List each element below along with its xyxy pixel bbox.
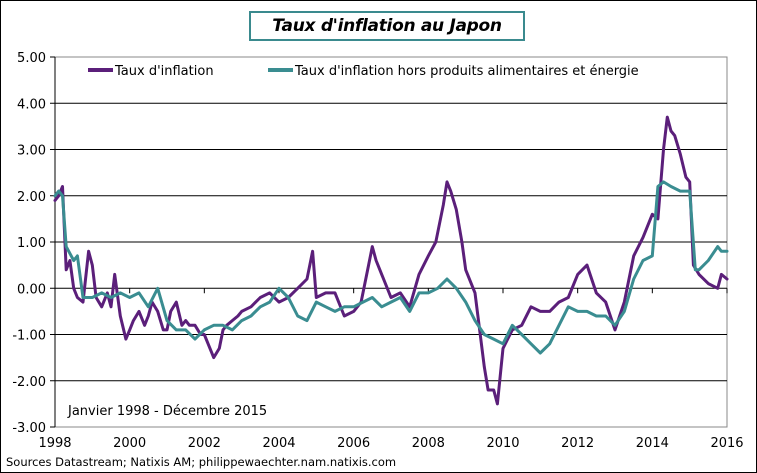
period-annotation: Janvier 1998 - Décembre 2015 (67, 404, 267, 419)
y-tick-label: 1.00 (17, 236, 46, 251)
x-tick-label: 2002 (188, 436, 221, 451)
x-tick-label: 2016 (710, 436, 743, 451)
chart-title: Taux d'inflation au Japon (272, 16, 502, 36)
x-tick-label: 2000 (113, 436, 146, 451)
y-tick-label: 2.00 (17, 190, 46, 205)
x-tick-label: 2008 (412, 436, 445, 451)
x-tick-label: 2010 (486, 436, 519, 451)
y-tick-label: -2.00 (12, 375, 46, 390)
gridlines (55, 102, 727, 382)
x-axis: 1998 2000 2002 2004 2006 2008 2010 2012 2014 2016 (38, 288, 744, 451)
x-tick-label: 2006 (337, 436, 370, 451)
y-axis: 5.00 4.00 3.00 2.00 1.00 0.00 -1.00 -2.00 -3.00 (12, 51, 56, 436)
chart-title-box: Taux d'inflation au Japon (249, 11, 525, 41)
y-tick-label: 4.00 (17, 97, 46, 112)
x-tick-label: 2014 (636, 436, 669, 451)
legend-label-inflation: Taux d'inflation (114, 64, 214, 79)
source-note: Sources Datastream; Natixis AM; philippe… (6, 455, 397, 469)
x-tick-label: 1998 (38, 436, 71, 451)
y-tick-label: -3.00 (12, 421, 46, 436)
y-tick-label: 5.00 (17, 51, 46, 66)
y-tick-label: -1.00 (12, 329, 46, 344)
legend: Taux d'inflation Taux d'inflation hors p… (88, 64, 639, 79)
x-tick-label: 2004 (262, 436, 295, 451)
y-tick-label: 0.00 (17, 282, 46, 297)
y-tick-label: 3.00 (17, 144, 46, 159)
series-lines (53, 115, 729, 406)
series-line-core-inflation (53, 180, 729, 355)
x-tick-label: 2012 (561, 436, 594, 451)
legend-label-core-inflation: Taux d'inflation hors produits alimentai… (294, 64, 639, 79)
